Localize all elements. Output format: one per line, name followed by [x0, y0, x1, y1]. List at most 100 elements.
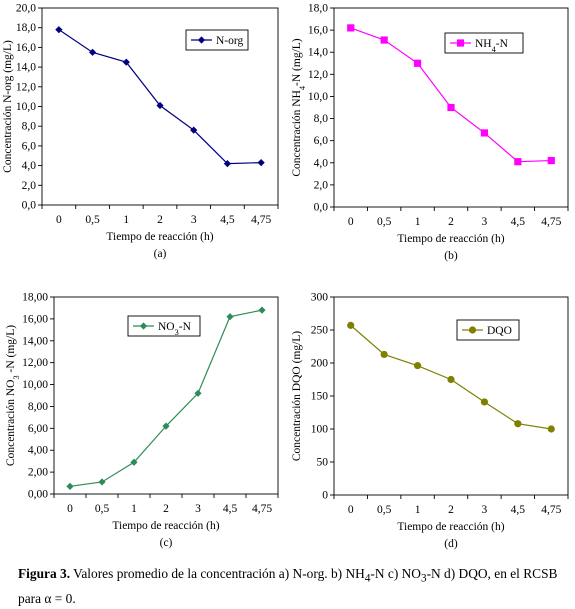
y-tick-label: 200	[311, 358, 329, 370]
panel-label: (a)	[154, 248, 167, 260]
caption-sub-1: 4	[364, 572, 371, 585]
y-tick-label: 12,0	[308, 69, 328, 81]
series-line	[69, 309, 263, 487]
x-tick-label: 4,75	[541, 216, 561, 228]
plot-area	[333, 296, 569, 496]
y-tick-label: 2,0	[22, 180, 37, 192]
data-point	[190, 126, 198, 134]
legend: NO3-N	[127, 315, 201, 337]
y-tick-label: 14,0	[16, 62, 36, 74]
caption-text-3: -N d) DQO, en el RCSB para α = 0.	[18, 566, 558, 606]
x-tick-label: 3	[191, 214, 197, 226]
data-point	[380, 350, 388, 359]
text-part: Concentración NO	[5, 380, 17, 467]
legend-marker	[456, 39, 465, 47]
x-axis-title: Tiempo de reacción (h)	[106, 231, 213, 243]
y-tick-label: 6,00	[28, 423, 48, 435]
data-point	[347, 321, 355, 329]
x-tick-label: 3	[482, 216, 488, 228]
legend-label: DQO	[487, 325, 512, 337]
caption-text-2: -N c) NO	[370, 566, 421, 581]
data-point	[547, 425, 555, 433]
y-tick-label: 8,00	[28, 401, 48, 413]
x-tick-label: 1	[123, 214, 129, 226]
y-tick-label: 2,00	[28, 467, 48, 479]
x-tick-label: 2	[448, 504, 454, 516]
x-tick-label: 3	[482, 504, 488, 516]
y-tick-label: 300	[311, 292, 329, 304]
data-point	[380, 36, 388, 44]
data-point	[55, 26, 63, 34]
subscript: 3	[12, 375, 21, 379]
x-tick-label: 0	[348, 216, 354, 228]
legend-label: N-org	[216, 35, 244, 47]
legend: N-org	[185, 29, 249, 51]
x-tick-label: 0,5	[377, 216, 392, 228]
data-point	[258, 306, 266, 314]
data-point	[347, 24, 355, 32]
x-tick-label: 4,75	[252, 503, 272, 515]
data-point	[226, 313, 234, 321]
y-tick-label: 8,0	[22, 121, 37, 133]
y-axis-title: Concentración N-org (mg/L)	[2, 40, 14, 173]
data-point	[98, 478, 106, 486]
panel-label: (d)	[444, 538, 458, 550]
x-tick-label: 2	[448, 216, 454, 228]
y-tick-label: 12,0	[16, 81, 36, 93]
y-tick-label: 8,0	[314, 113, 329, 125]
y-tick-label: 12,00	[22, 357, 48, 369]
data-point	[156, 101, 164, 110]
y-tick-label: 10,0	[308, 91, 328, 103]
legend-label: NO3-N	[158, 321, 192, 337]
y-tick-label: 10,00	[22, 379, 48, 391]
y-tick-label: 16,0	[308, 25, 328, 37]
x-tick-label: 0,5	[95, 503, 110, 515]
y-tick-label: 250	[311, 325, 329, 337]
y-tick-label: 100	[311, 424, 329, 436]
x-tick-label: 4,5	[220, 214, 235, 226]
plot-area	[53, 296, 279, 495]
x-tick-label: 4,5	[223, 503, 238, 515]
y-tick-label: 18,00	[22, 292, 48, 304]
data-point	[162, 422, 170, 430]
text-part: NO	[158, 321, 175, 333]
caption-text-1: Valores promedio de la concentración a) …	[70, 566, 365, 581]
panel-label: (b)	[444, 250, 458, 262]
y-tick-label: 2,0	[314, 179, 329, 191]
legend-label: NH4-N	[475, 38, 509, 54]
y-axis-title: Concentración NH4-N (mg/L)	[291, 38, 307, 176]
y-axis-title: Concentración DQO (mg/L)	[291, 331, 303, 461]
x-tick-label: 0	[348, 504, 354, 516]
y-tick-label: 0,00	[28, 489, 48, 501]
chart-panel-3: 0,00 2,00 4,00 6,00 8,00 10,00 12,00 14,00 16,00…	[5, 292, 279, 549]
y-tick-label: 20,0	[16, 3, 36, 15]
legend-box	[456, 319, 520, 341]
x-axis-title: Tiempo de reacción (h)	[112, 520, 219, 532]
x-tick-label: 4,75	[541, 504, 561, 516]
text-part: Concentración NH	[291, 90, 303, 177]
y-tick-label: 6,0	[22, 140, 37, 152]
panel-label: (c)	[160, 537, 173, 549]
y-tick-label: 0,0	[22, 200, 37, 212]
legend-marker	[197, 36, 206, 44]
data-point	[88, 48, 97, 56]
data-point	[223, 160, 232, 168]
y-tick-label: 6,0	[314, 135, 329, 147]
text-part: -N (mg/L)	[291, 38, 303, 86]
x-tick-label: 0	[67, 503, 73, 515]
x-tick-label: 1	[415, 504, 421, 516]
y-tick-label: 18,0	[16, 22, 36, 34]
data-point	[480, 129, 489, 137]
data-point	[447, 375, 455, 384]
x-tick-label: 1	[131, 503, 137, 515]
x-tick-label: 2	[157, 214, 163, 226]
y-tick-label: 4,00	[28, 445, 48, 457]
x-tick-label: 4,5	[511, 504, 526, 516]
x-tick-label: 2	[163, 503, 169, 515]
data-point	[66, 482, 74, 490]
data-point	[257, 159, 265, 167]
subscript: 4	[298, 86, 307, 90]
chart-panel-1: 0,0 2,0 4,0 6,0 8,0 10,0 12,0 14,0 16,0 18,0 20,0 0…	[2, 3, 279, 260]
x-tick-label: 4,75	[251, 214, 271, 226]
figure-3-panels: 0,02,04,06,08,010,012,014,016,018,020,00…	[2, 3, 569, 550]
